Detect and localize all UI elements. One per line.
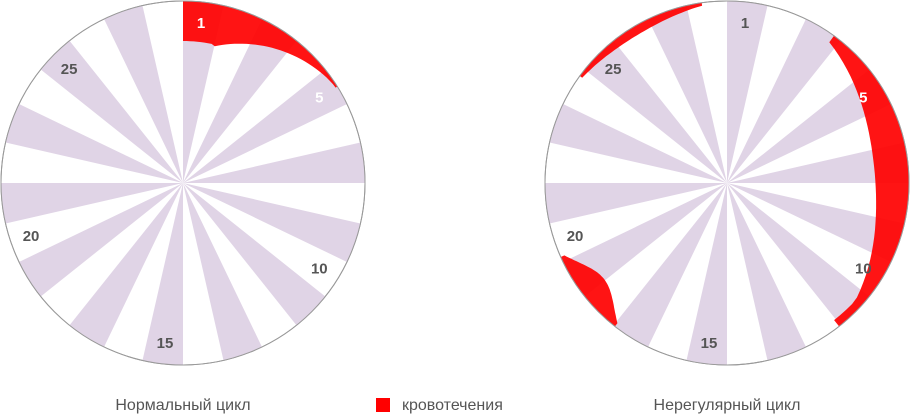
day-wedge [727,19,841,183]
day-label: 25 [605,61,622,78]
day-label: 5 [315,89,323,106]
diagram-title: Нерегулярный цикл [654,397,801,414]
day-label: 1 [741,15,749,32]
day-wedge [727,183,806,361]
day-wedge [104,5,183,183]
day-wedge [727,183,870,326]
day-label: 10 [855,261,872,278]
day-wedge [69,183,183,347]
day-wedge [563,183,727,297]
day-wedge [142,183,183,365]
day-wedge [19,183,183,297]
day-label: 25 [61,61,78,78]
day-label: 20 [567,228,584,245]
legend-label: кровотечения [402,397,503,414]
day-wedge [5,104,183,183]
day-wedge [545,183,727,224]
day-wedge [183,183,262,361]
day-wedge [183,19,297,183]
day-wedge [183,183,326,326]
day-wedge [686,183,727,365]
legend-swatch [376,398,390,412]
day-wedge [584,40,727,184]
day-wedge [183,1,224,183]
day-label: 10 [311,261,328,278]
day-label: 1 [197,15,205,32]
day-wedge [549,104,727,183]
day-wedge [183,142,365,183]
day-wedge [40,40,184,184]
dial-rim [544,0,910,366]
day-wedge [727,142,910,183]
day-wedge [183,183,361,262]
day-wedge [183,69,347,183]
bleeding-area [829,35,909,327]
day-wedge [727,1,768,183]
day-wedge [613,183,727,347]
day-label: 20 [23,228,40,245]
day-wedge [648,5,727,183]
day-label: 5 [859,89,867,106]
day-wedge [727,183,905,262]
day-wedge [1,183,183,224]
day-wedge [727,69,891,183]
dial-rim [0,0,366,366]
day-label: 15 [157,335,174,352]
bleeding-area [183,1,338,88]
day-label: 15 [701,335,718,352]
diagram-title: Нормальный цикл [115,397,250,414]
bleeding-area [560,255,618,327]
